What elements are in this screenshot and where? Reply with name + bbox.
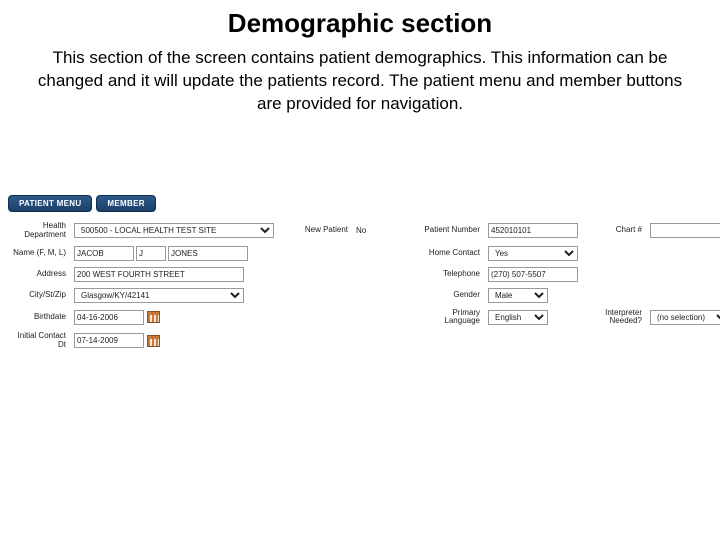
calendar-icon[interactable] [147,335,160,347]
name-last-input[interactable] [168,246,248,261]
demographic-form-screenshot: PATIENT MENU MEMBER Health Department 50… [8,195,712,350]
initial-contact-label: Initial Contact Dt [8,332,68,350]
name-label: Name (F, M, L) [8,249,68,258]
interpreter-label: Interpreter Needed? [584,309,644,327]
initial-contact-cell [74,333,274,348]
patient-number-label: Patient Number [422,226,482,235]
form-grid: Health Department 500500 - LOCAL HEALTH … [8,222,712,350]
telephone-label: Telephone [422,270,482,279]
address-label: Address [8,270,68,279]
city-st-zip-label: City/St/Zip [8,291,68,300]
health-department-label: Health Department [8,222,68,240]
name-middle-input[interactable] [136,246,166,261]
chart-no-label: Chart # [584,226,644,235]
telephone-input[interactable] [488,267,578,282]
initial-contact-input[interactable] [74,333,144,348]
new-patient-label: New Patient [280,226,350,235]
gender-select[interactable]: Male [488,288,548,303]
primary-language-select[interactable]: English [488,310,548,325]
birthdate-input[interactable] [74,310,144,325]
home-contact-label: Home Contact [422,249,482,258]
chart-no-input[interactable] [650,223,720,238]
name-cell [74,246,274,261]
address-input[interactable] [74,267,244,282]
gender-label: Gender [422,291,482,300]
member-button[interactable]: MEMBER [96,195,155,212]
city-st-zip-select[interactable]: Glasgow/KY/42141 [74,288,244,303]
patient-number-input[interactable] [488,223,578,238]
health-department-select[interactable]: 500500 - LOCAL HEALTH TEST SITE [74,223,274,238]
primary-language-label: Primary Language [422,309,482,327]
calendar-icon[interactable] [147,311,160,323]
home-contact-select[interactable]: Yes [488,246,578,261]
nav-button-row: PATIENT MENU MEMBER [8,195,712,212]
slide-description: This section of the screen contains pati… [0,39,720,116]
slide-title: Demographic section [0,0,720,39]
name-first-input[interactable] [74,246,134,261]
patient-menu-button[interactable]: PATIENT MENU [8,195,92,212]
birthdate-cell [74,310,274,325]
interpreter-select[interactable]: (no selection) [650,310,720,325]
birthdate-label: Birthdate [8,313,68,322]
new-patient-value: No [356,226,416,235]
